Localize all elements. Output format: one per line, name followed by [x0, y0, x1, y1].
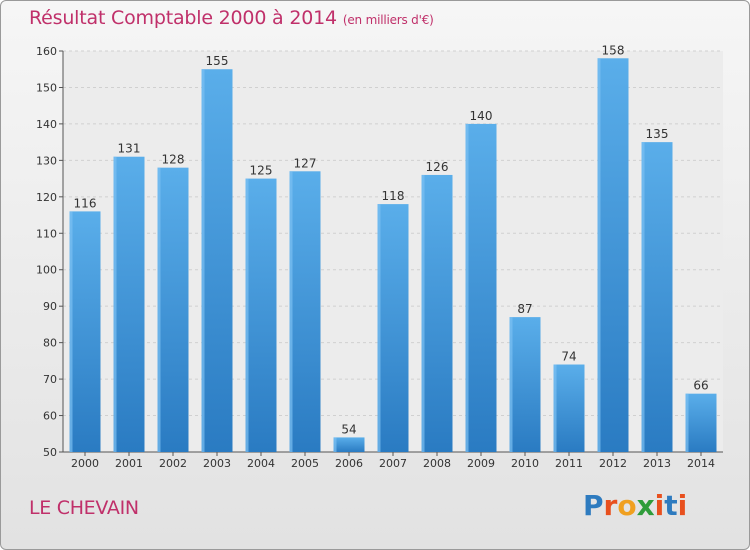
data-label: 131 — [118, 142, 141, 156]
y-tick-label: 160 — [36, 45, 57, 58]
bar-2005 — [289, 171, 321, 453]
x-tick-label: 2010 — [511, 457, 539, 470]
logo-letter: P — [583, 489, 604, 522]
bar-2011 — [553, 364, 585, 452]
logo-letter: i — [677, 489, 688, 522]
data-label: 118 — [382, 189, 405, 203]
data-label: 135 — [646, 127, 669, 141]
bar-2004 — [245, 178, 277, 452]
x-tick-label: 2007 — [379, 457, 407, 470]
chart-title: Résultat Comptable 2000 à 2014 (en millie… — [29, 7, 434, 29]
x-tick-label: 2005 — [291, 457, 319, 470]
data-label: 140 — [470, 109, 493, 123]
bar-2002 — [157, 167, 189, 452]
chart-title-text: Résultat Comptable 2000 à 2014 — [29, 7, 337, 29]
bar-highlight — [377, 204, 381, 452]
logo-letter: x — [636, 489, 655, 522]
x-tick-label: 2009 — [467, 457, 495, 470]
y-tick-label: 120 — [36, 191, 57, 204]
bar-highlight — [509, 317, 513, 452]
data-label: 128 — [162, 153, 185, 167]
bar-highlight — [553, 364, 557, 452]
bar-2008 — [421, 174, 453, 453]
chart-subtitle: (en milliers d'€) — [342, 13, 434, 27]
x-tick-label: 2006 — [335, 457, 363, 470]
x-tick-label: 2014 — [687, 457, 715, 470]
bar-2001 — [113, 156, 145, 452]
y-tick-label: 150 — [36, 81, 57, 94]
bar-2007 — [377, 204, 409, 452]
bar-highlight — [289, 171, 293, 453]
bar-2009 — [465, 123, 497, 452]
x-tick-label: 2001 — [115, 457, 143, 470]
proxiti-logo: Proxiti — [583, 489, 687, 522]
y-tick-label: 80 — [43, 337, 57, 350]
x-tick-label: 2008 — [423, 457, 451, 470]
data-label: 66 — [693, 379, 708, 393]
data-label: 127 — [294, 156, 317, 170]
bar-2003 — [201, 69, 233, 453]
location-label: LE CHEVAIN — [29, 497, 139, 519]
bar-2012 — [597, 58, 629, 453]
bar-2006 — [333, 437, 365, 452]
bar-highlight — [333, 437, 337, 452]
x-tick-label: 2000 — [71, 457, 99, 470]
y-tick-label: 50 — [43, 446, 57, 459]
bar-highlight — [421, 174, 425, 453]
bar-highlight — [597, 58, 601, 453]
data-label: 74 — [561, 350, 576, 364]
x-tick-label: 2002 — [159, 457, 187, 470]
data-label: 87 — [517, 302, 532, 316]
bar-highlight — [157, 167, 161, 452]
data-label: 54 — [341, 422, 356, 436]
logo-letter: r — [603, 489, 618, 522]
x-tick-label: 2013 — [643, 457, 671, 470]
bar-highlight — [201, 69, 205, 453]
y-tick-label: 60 — [43, 410, 57, 423]
data-label: 155 — [206, 54, 229, 68]
bar-highlight — [113, 156, 117, 452]
x-tick-label: 2004 — [247, 457, 275, 470]
y-tick-label: 130 — [36, 154, 57, 167]
bar-highlight — [685, 393, 689, 452]
x-tick-label: 2011 — [555, 457, 583, 470]
bar-highlight — [641, 142, 645, 453]
bar-2013 — [641, 142, 673, 453]
y-tick-label: 110 — [36, 227, 57, 240]
logo-letter: o — [617, 489, 637, 522]
y-tick-label: 70 — [43, 373, 57, 386]
bar-2000 — [69, 211, 101, 452]
x-tick-label: 2012 — [599, 457, 627, 470]
bar-2014 — [685, 393, 717, 452]
bar-highlight — [245, 178, 249, 452]
bar-2010 — [509, 317, 541, 452]
logo-letter: i — [654, 489, 665, 522]
bar-highlight — [69, 211, 73, 452]
bar-highlight — [465, 123, 469, 452]
y-tick-label: 100 — [36, 264, 57, 277]
y-tick-label: 140 — [36, 118, 57, 131]
data-label: 125 — [250, 164, 273, 178]
data-label: 116 — [74, 196, 97, 210]
y-tick-label: 90 — [43, 300, 57, 313]
x-tick-label: 2003 — [203, 457, 231, 470]
data-label: 126 — [426, 160, 449, 174]
data-label: 158 — [602, 43, 625, 57]
logo-letter: t — [664, 489, 678, 522]
